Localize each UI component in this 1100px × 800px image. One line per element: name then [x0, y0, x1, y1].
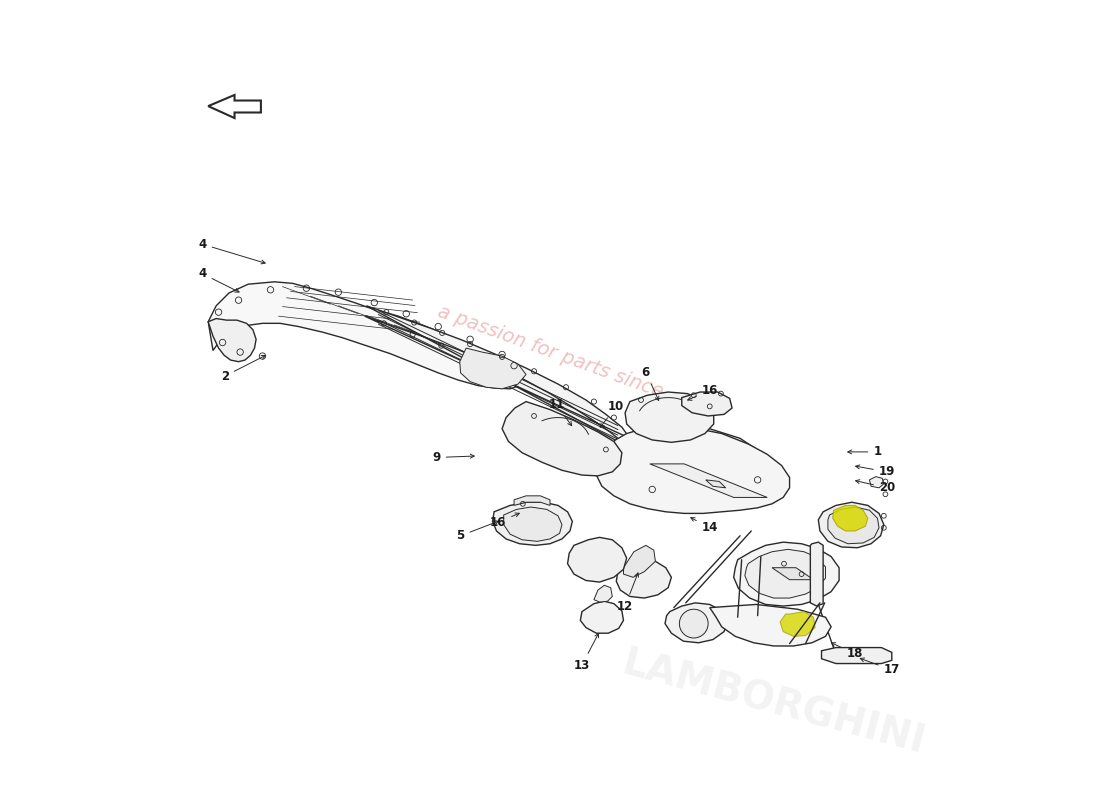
Polygon shape [682, 392, 733, 416]
Text: 6: 6 [641, 366, 659, 401]
Text: 17: 17 [860, 658, 900, 677]
Polygon shape [502, 402, 622, 476]
Polygon shape [828, 507, 879, 544]
Polygon shape [627, 426, 766, 507]
Text: LAMBORGHINI: LAMBORGHINI [618, 645, 930, 762]
Polygon shape [616, 560, 671, 598]
Text: 11: 11 [548, 398, 572, 426]
Polygon shape [208, 282, 525, 389]
Text: 2: 2 [221, 355, 265, 382]
Polygon shape [365, 306, 630, 448]
Polygon shape [650, 464, 767, 498]
Text: 18: 18 [832, 642, 864, 661]
Text: 13: 13 [574, 634, 598, 672]
Polygon shape [772, 568, 814, 580]
Polygon shape [833, 506, 868, 531]
Text: 1: 1 [848, 446, 881, 458]
Polygon shape [594, 586, 613, 602]
Polygon shape [493, 502, 572, 546]
Text: 5: 5 [456, 521, 498, 542]
Polygon shape [504, 507, 562, 542]
Polygon shape [208, 318, 256, 362]
Polygon shape [460, 348, 526, 389]
Polygon shape [666, 603, 727, 642]
Polygon shape [710, 605, 832, 646]
Polygon shape [869, 477, 883, 488]
Polygon shape [818, 502, 883, 548]
Polygon shape [624, 546, 656, 578]
Polygon shape [822, 647, 892, 663]
Polygon shape [706, 480, 726, 488]
Text: 19: 19 [856, 465, 895, 478]
Polygon shape [734, 542, 839, 606]
Text: a passion for parts since: a passion for parts since [434, 302, 666, 402]
Text: 10: 10 [601, 400, 625, 427]
Text: 12: 12 [617, 573, 638, 613]
Polygon shape [745, 550, 825, 598]
Polygon shape [581, 602, 624, 633]
Text: 16: 16 [490, 513, 519, 529]
Polygon shape [780, 612, 815, 636]
Text: 16: 16 [688, 384, 718, 400]
Polygon shape [811, 542, 823, 606]
Polygon shape [514, 496, 550, 506]
Polygon shape [568, 538, 627, 582]
Text: 14: 14 [691, 518, 718, 534]
Polygon shape [596, 426, 790, 514]
Text: 4: 4 [198, 238, 265, 264]
Polygon shape [625, 392, 714, 442]
Circle shape [680, 610, 708, 638]
Text: 9: 9 [432, 451, 474, 464]
Polygon shape [208, 95, 261, 118]
Text: 4: 4 [198, 267, 239, 292]
Text: 20: 20 [856, 480, 895, 494]
